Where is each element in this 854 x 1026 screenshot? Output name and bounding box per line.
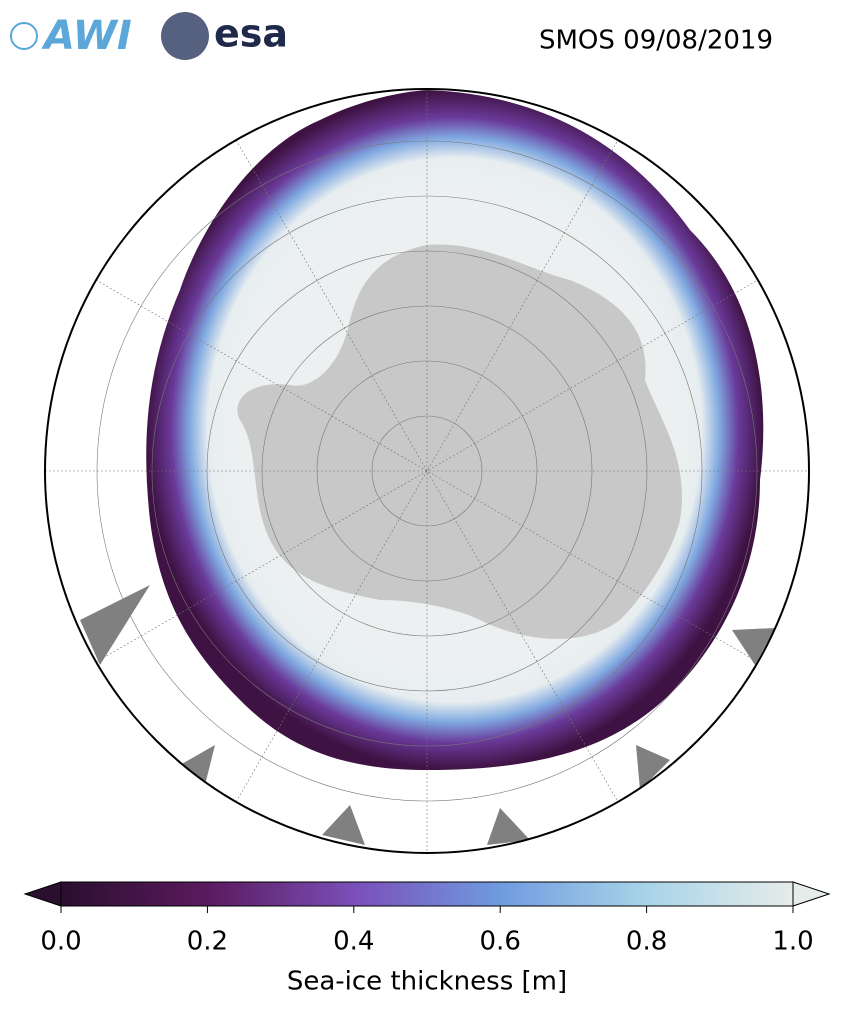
map: [45, 89, 809, 853]
colorbar-tick-label: 0.8: [626, 927, 667, 957]
esa-icon: [161, 12, 209, 60]
colorbar-label: Sea-ice thickness [m]: [287, 967, 567, 997]
colorbar-tick-label: 1.0: [772, 927, 813, 957]
colorbar-over: [792, 881, 831, 907]
colorbar-under: [23, 881, 62, 907]
awi-icon: [10, 22, 38, 50]
colorbar-gradient: [60, 881, 794, 907]
colorbar-tick-label: 0.0: [40, 927, 81, 957]
colorbar: [23, 881, 831, 913]
land-patches: [80, 585, 775, 845]
antarctica: [237, 244, 682, 639]
awi-logo: AWI: [41, 13, 132, 59]
title: SMOS 09/08/2019: [539, 26, 773, 56]
colorbar-tick-label: 0.6: [480, 927, 521, 957]
map-frame: [44, 88, 810, 854]
graticule: [45, 89, 809, 853]
esa-logo: esa: [214, 12, 288, 56]
colorbar-tick-label: 0.4: [333, 927, 374, 957]
colorbar-tick-label: 0.2: [187, 927, 228, 957]
logos: AWI esa: [10, 12, 288, 60]
